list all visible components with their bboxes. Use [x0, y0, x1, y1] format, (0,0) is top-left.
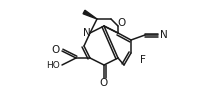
- Text: O: O: [117, 18, 125, 28]
- Text: HO: HO: [46, 61, 60, 70]
- Polygon shape: [83, 10, 97, 19]
- Text: O: O: [52, 45, 60, 55]
- Text: N: N: [160, 30, 168, 40]
- Text: O: O: [100, 78, 108, 88]
- Text: N: N: [83, 28, 91, 38]
- Text: F: F: [140, 55, 146, 65]
